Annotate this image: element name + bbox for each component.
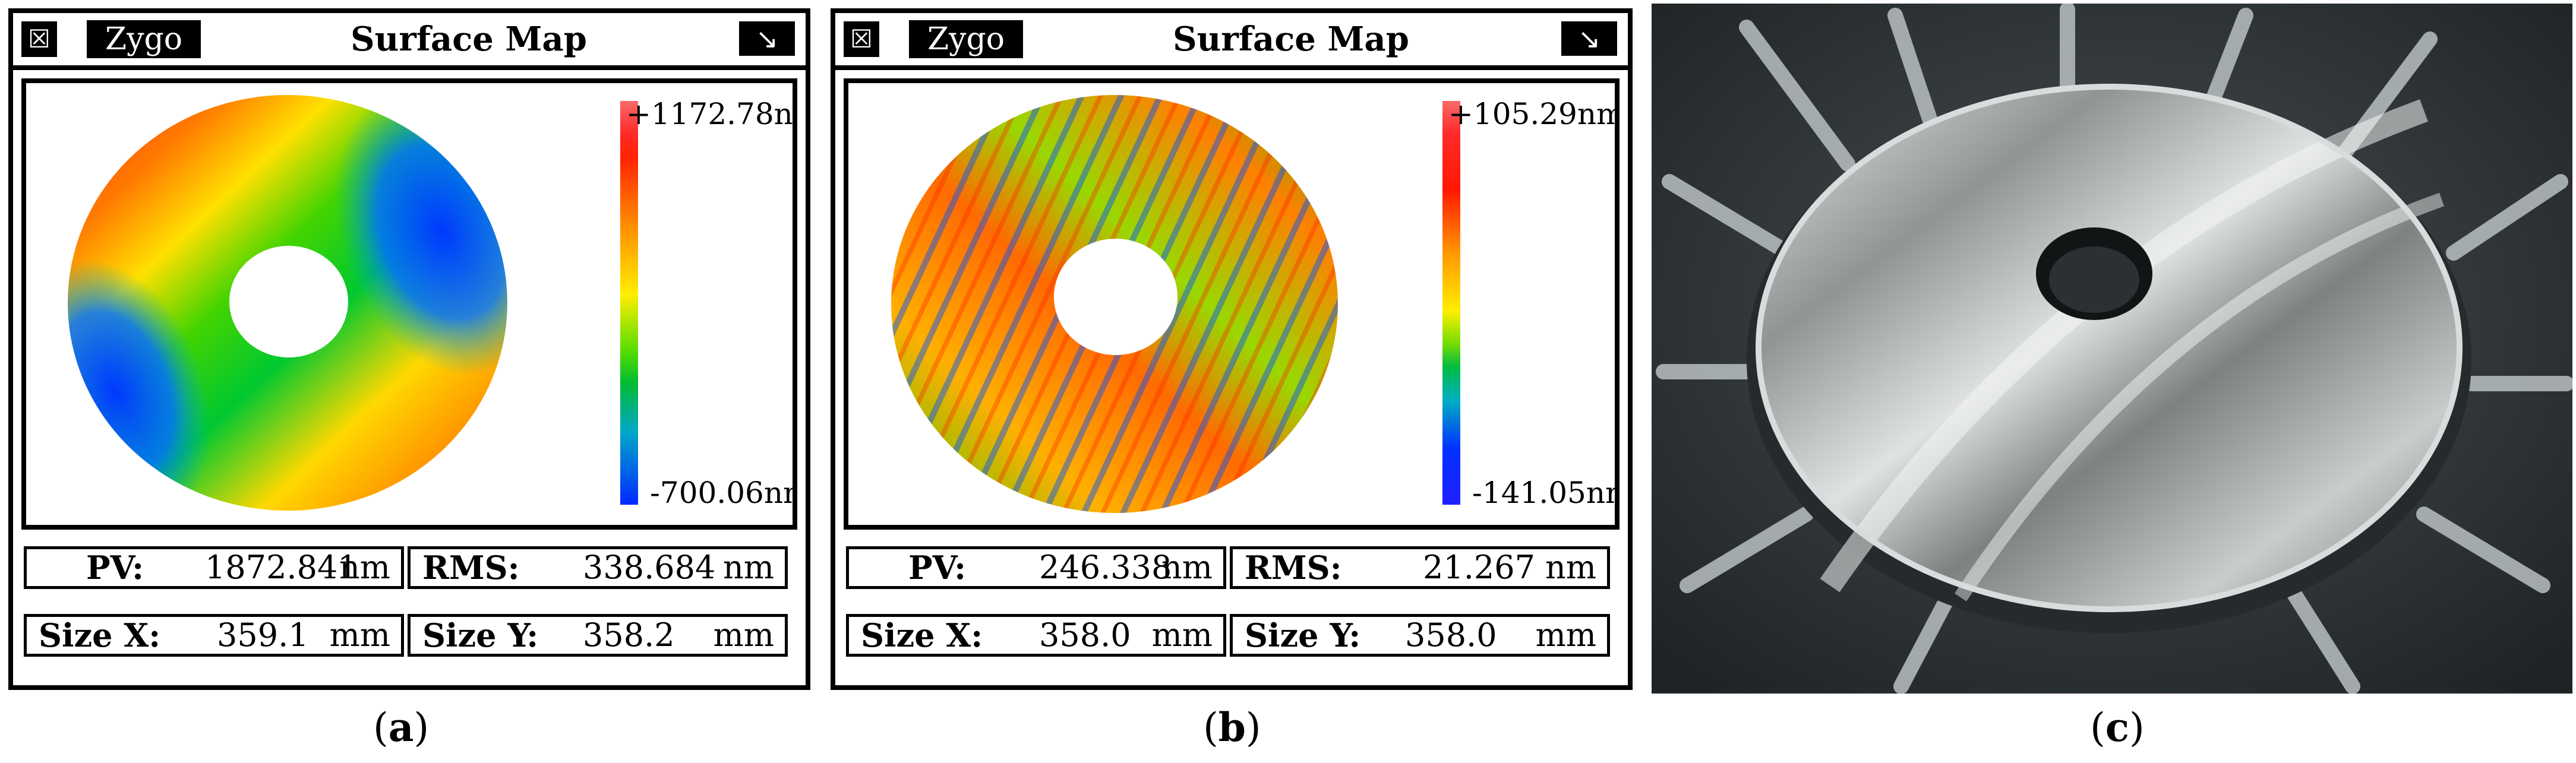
size-x-readout: Size X: 358.0 mm xyxy=(846,614,1226,657)
color-scale-max-label: +1172.78nm xyxy=(626,97,793,131)
size-x-readout: Size X: 359.1 mm xyxy=(24,614,404,657)
surface-map-plot: +105.29nm -141.05nm xyxy=(844,78,1620,530)
window-title: Surface Map xyxy=(1173,20,1409,59)
surface-map-window-a: ☒ Zygo Surface Map ↘ xyxy=(8,8,810,690)
arrow-down-right-icon[interactable]: ↘ xyxy=(1561,21,1617,56)
mirror-photo xyxy=(1652,4,2572,694)
surface-map-image xyxy=(884,89,1347,523)
mirror-photo-image xyxy=(1652,4,2572,694)
color-scale-min-label: -700.06nm xyxy=(650,476,797,510)
arrow-down-right-icon[interactable]: ↘ xyxy=(739,21,795,56)
size-y-readout: Size Y: 358.2 mm xyxy=(408,614,788,657)
color-scale-bar xyxy=(1442,101,1460,505)
surface-map-plot: +1172.78nm -700.06nm xyxy=(21,78,797,530)
caption-c: (c) xyxy=(2090,704,2145,751)
brand-label: Zygo xyxy=(909,20,1023,58)
rms-readout: RMS: 338.684 nm xyxy=(408,546,788,589)
close-icon[interactable]: ☒ xyxy=(21,21,57,57)
caption-a: (a) xyxy=(373,704,430,751)
close-icon[interactable]: ☒ xyxy=(844,21,879,57)
window-titlebar: ☒ Zygo Surface Map ↘ xyxy=(835,13,1628,70)
pv-readout: PV: 246.338 nm xyxy=(846,546,1226,589)
window-title: Surface Map xyxy=(351,20,587,59)
rms-readout: RMS: 21.267 nm xyxy=(1230,546,1610,589)
color-scale-min-label: -141.05nm xyxy=(1472,476,1620,510)
caption-b: (b) xyxy=(1203,704,1261,751)
pv-readout: PV: 1872.841 nm xyxy=(24,546,404,589)
window-titlebar: ☒ Zygo Surface Map ↘ xyxy=(13,13,806,70)
surface-map-image xyxy=(26,87,550,524)
color-scale-max-label: +105.29nm xyxy=(1448,97,1620,131)
surface-map-window-b: ☒ Zygo Surface Map ↘ xyxy=(831,8,1633,690)
size-y-readout: Size Y: 358.0 mm xyxy=(1230,614,1610,657)
color-scale-bar xyxy=(620,101,638,505)
brand-label: Zygo xyxy=(87,20,201,58)
